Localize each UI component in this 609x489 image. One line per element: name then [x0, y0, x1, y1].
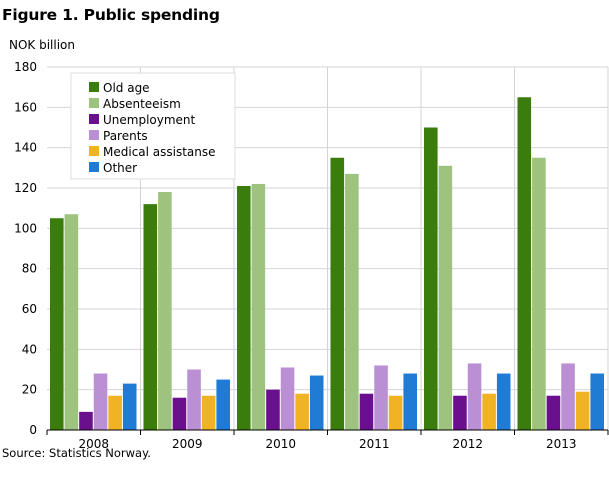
bar-old-age-2011: [330, 157, 345, 430]
chart-title: Figure 1. Public spending: [2, 6, 220, 24]
bar-absenteeism-2012: [438, 165, 453, 431]
bar-absenteeism-2009: [158, 192, 172, 430]
bar-unemployment-2011: [359, 393, 374, 430]
legend-label: Unemployment: [103, 113, 196, 127]
bars: [50, 97, 604, 431]
bar-unemployment-2008: [79, 411, 93, 430]
bar-parents-2013: [561, 363, 575, 430]
legend-label: Medical assistanse: [103, 145, 216, 159]
bar-parents-2012: [467, 363, 482, 430]
axes: 0 20 40 60 80 100 120 140 160 180 2008 2009 2010 2011…: [14, 60, 609, 451]
bar-other-2013: [590, 373, 604, 430]
bar-other-2012: [496, 373, 511, 430]
bar-old-age-2008: [50, 218, 64, 430]
legend: Old age Absenteeism Unemployment Parents Med…: [70, 72, 236, 180]
bar-other-2010: [309, 375, 324, 430]
bar-parents-2009: [187, 369, 201, 430]
legend-swatch: [89, 130, 99, 140]
y-tick-label: 40: [22, 342, 37, 356]
bar-medical-assistanse-2009: [201, 395, 216, 430]
bar-absenteeism-2011: [345, 173, 359, 430]
legend-swatch: [89, 82, 99, 92]
bar-other-2009: [216, 379, 230, 430]
bar-old-age-2012: [424, 127, 438, 430]
x-tick-label: 2012: [452, 437, 483, 451]
y-tick-label: 160: [14, 100, 37, 114]
y-axis-label: NOK billion: [9, 38, 75, 52]
y-tick-label: 140: [14, 141, 37, 155]
bar-absenteeism-2013: [532, 157, 546, 430]
legend-swatch: [89, 98, 99, 108]
y-tick-label: 120: [14, 181, 37, 195]
y-tick-label: 180: [14, 60, 37, 74]
bar-medical-assistanse-2008: [108, 395, 122, 430]
x-tick-label: 2009: [172, 437, 203, 451]
bar-parents-2008: [93, 373, 108, 430]
legend-label: Other: [103, 161, 137, 175]
bar-absenteeism-2008: [64, 214, 79, 430]
y-tick-label: 0: [29, 423, 37, 437]
bar-old-age-2009: [143, 204, 158, 430]
bar-medical-assistanse-2013: [575, 391, 590, 430]
bar-medical-assistanse-2011: [388, 395, 403, 430]
y-tick-label: 80: [22, 262, 37, 276]
x-tick-label: 2013: [546, 437, 577, 451]
bar-parents-2011: [374, 365, 388, 430]
x-tick-label: 2010: [265, 437, 296, 451]
bar-old-age-2010: [237, 185, 251, 430]
bar-other-2011: [403, 373, 417, 430]
y-tick-label: 100: [14, 221, 37, 235]
bar-unemployment-2012: [453, 395, 467, 430]
bar-medical-assistanse-2012: [482, 393, 496, 430]
legend-swatch: [89, 114, 99, 124]
bar-parents-2010: [280, 367, 295, 430]
legend-swatch: [89, 146, 99, 156]
bar-absenteeism-2010: [251, 183, 266, 430]
legend-label: Absenteeism: [103, 97, 181, 111]
bar-unemployment-2009: [172, 397, 187, 430]
bar-unemployment-2013: [546, 395, 561, 430]
legend-label: Old age: [103, 81, 150, 95]
bar-old-age-2013: [517, 97, 532, 430]
gridlines: [47, 66, 609, 430]
bar-unemployment-2010: [266, 389, 280, 430]
bar-medical-assistanse-2010: [295, 393, 309, 430]
legend-swatch: [89, 162, 99, 172]
x-tick-label: 2011: [359, 437, 390, 451]
y-tick-label: 60: [22, 302, 37, 316]
x-tick-label: 2008: [78, 437, 109, 451]
bar-other-2008: [122, 383, 137, 430]
legend-label: Parents: [103, 129, 148, 143]
source-note: Source: Statistics Norway.: [2, 446, 151, 460]
y-tick-label: 20: [22, 383, 37, 397]
